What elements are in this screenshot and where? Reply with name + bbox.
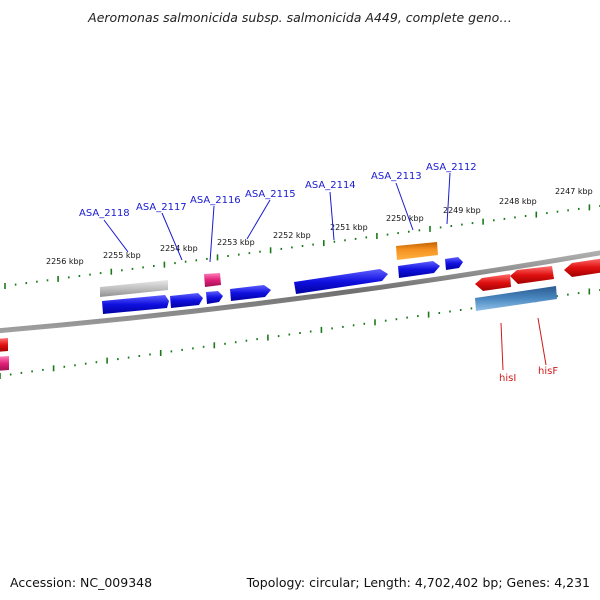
feature-pink-1[interactable] [204, 273, 221, 287]
leader-hisi [500, 322, 504, 371]
leader-asa-2116 [209, 205, 215, 263]
gene-label-leaders-red [500, 317, 547, 371]
feature-left-pink[interactable] [0, 356, 9, 371]
feature-gene-asa-2112[interactable] [445, 257, 463, 270]
gene-label-hisf[interactable]: hisF [538, 366, 558, 377]
kbp-labels: 2256 kbp 2255 kbp 2254 kbp 2253 kbp 2252… [46, 187, 593, 266]
accession-text: Accession: NC_009348 [10, 575, 153, 590]
feature-gene-asa-2113[interactable] [398, 261, 440, 278]
gene-label-asa-2113[interactable]: ASA_2113 [371, 171, 422, 182]
feature-gene-asa-2117[interactable] [170, 293, 203, 308]
feature-pseudo[interactable] [100, 280, 168, 297]
leader-asa-2114 [329, 191, 335, 241]
leader-asa-2112 [446, 172, 451, 225]
kbp-label-2254: 2254 kbp [160, 244, 198, 253]
feature-gene-hisf[interactable] [510, 266, 554, 284]
feature-left-red[interactable] [0, 338, 8, 352]
gene-label-hisi[interactable]: hisI [499, 373, 516, 384]
gene-label-asa-2118[interactable]: ASA_2118 [79, 208, 130, 219]
feature-steel-bar[interactable] [475, 286, 557, 311]
gene-label-asa-2114[interactable]: ASA_2114 [305, 180, 356, 191]
kbp-label-2253: 2253 kbp [217, 238, 255, 247]
leader-asa-2117 [161, 212, 183, 261]
features-forward [100, 242, 463, 314]
features-reverse [0, 258, 600, 371]
feature-gene-right-red[interactable] [564, 258, 600, 277]
feature-gene-asa-2115[interactable] [230, 285, 271, 301]
kbp-label-2250: 2250 kbp [386, 214, 424, 223]
map-title: Aeromonas salmonicida subsp. salmonicida… [88, 10, 512, 25]
leader-asa-2115 [246, 199, 271, 240]
leader-asa-2118 [103, 219, 129, 253]
leader-hisf [537, 317, 547, 366]
feature-gene-asa-2118[interactable] [102, 295, 169, 314]
tick-track-upper [4, 204, 600, 289]
feature-rna[interactable] [396, 242, 438, 260]
kbp-label-2247: 2247 kbp [555, 187, 593, 196]
gene-label-leaders [103, 172, 451, 263]
gene-label-asa-2112[interactable]: ASA_2112 [426, 162, 477, 173]
feature-gene-asa-2116[interactable] [206, 291, 223, 304]
kbp-label-2256: 2256 kbp [46, 257, 84, 266]
kbp-label-2251: 2251 kbp [330, 223, 368, 232]
gene-label-asa-2116[interactable]: ASA_2116 [190, 195, 241, 206]
gene-label-asa-2117[interactable]: ASA_2117 [136, 202, 187, 213]
kbp-label-2255: 2255 kbp [103, 251, 141, 260]
gene-labels: ASA_2118 ASA_2117 ASA_2116 ASA_2115 ASA_… [79, 162, 558, 384]
feature-gene-hisi[interactable] [475, 274, 511, 291]
feature-gene-asa-2114[interactable] [294, 269, 388, 294]
leader-asa-2113 [395, 182, 414, 231]
genome-backbone [0, 250, 600, 334]
kbp-label-2248: 2248 kbp [499, 197, 537, 206]
topology-text: Topology: circular; Length: 4,702,402 bp… [246, 575, 590, 590]
kbp-label-2249: 2249 kbp [443, 206, 481, 215]
kbp-label-2252: 2252 kbp [273, 231, 311, 240]
gene-label-asa-2115[interactable]: ASA_2115 [245, 189, 296, 200]
